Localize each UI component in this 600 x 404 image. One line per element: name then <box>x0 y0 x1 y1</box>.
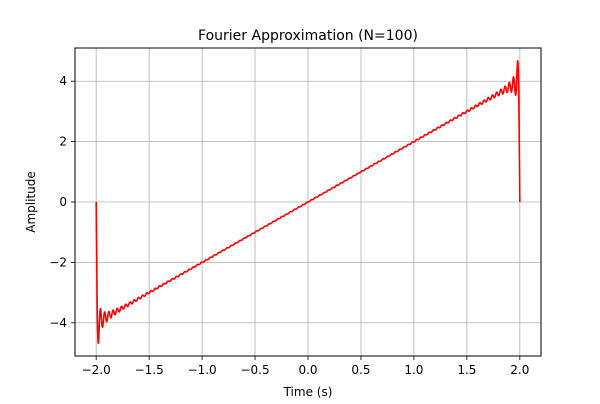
x-tick-label: −0.5 <box>240 363 269 377</box>
x-tick-label: −1.0 <box>188 363 217 377</box>
y-axis-label: Amplitude <box>24 171 38 233</box>
x-tick-label: 1.0 <box>404 363 423 377</box>
y-tick-label: −2 <box>49 255 67 269</box>
x-tick-label: 0.0 <box>298 363 317 377</box>
y-tick-label: 4 <box>59 74 67 88</box>
y-axis: −4 −2 0 2 4 <box>49 74 75 330</box>
x-axis-label: Time (s) <box>283 385 333 399</box>
chart-title: Fourier Approximation (N=100) <box>198 28 418 44</box>
x-tick-label: 0.5 <box>351 363 370 377</box>
x-tick-label: −2.0 <box>82 363 111 377</box>
x-axis: −2.0 −1.5 −1.0 −0.5 0.0 0.5 1.0 1.5 2.0 <box>82 356 529 377</box>
y-tick-label: 0 <box>59 195 67 209</box>
series-layer <box>95 60 521 344</box>
x-tick-label: 2.0 <box>510 363 529 377</box>
series-line <box>95 60 521 344</box>
y-tick-label: −4 <box>49 316 67 330</box>
x-tick-label: −1.5 <box>135 363 164 377</box>
x-tick-label: 1.5 <box>457 363 476 377</box>
y-tick-label: 2 <box>59 135 67 149</box>
